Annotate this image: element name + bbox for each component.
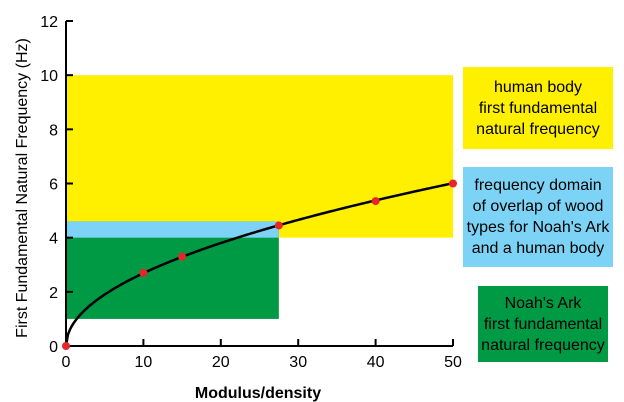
legend-line: first fundamental — [483, 315, 603, 333]
y-axis-label: First Fundamental Natural Frequency (Hz) — [14, 38, 31, 338]
y-tick-label: 2 — [49, 285, 58, 302]
legend-overlap-domain: frequency domain of overlap of wood type… — [463, 167, 613, 267]
y-tick-label: 4 — [49, 231, 58, 248]
shaded-region — [66, 75, 453, 238]
y-tick-label: 6 — [49, 177, 58, 194]
frequency-curve — [64, 181, 454, 347]
data-point — [371, 197, 380, 206]
legend-line: and a human body — [471, 240, 605, 257]
legend-line: frequency domain — [474, 177, 602, 194]
shaded-regions — [66, 75, 453, 319]
shaded-region — [66, 221, 279, 238]
legend-line: of overlap of wood — [472, 198, 604, 215]
data-point — [449, 179, 457, 188]
legend-line: natural frequency — [481, 336, 605, 354]
legend-line: natural frequency — [476, 120, 600, 138]
y-tick-label: 8 — [49, 122, 58, 139]
legend-line: first fundamental — [478, 99, 598, 117]
legend-line: human body — [493, 78, 583, 96]
x-tick-label: 10 — [135, 354, 153, 371]
data-point — [178, 252, 187, 261]
data-point — [139, 268, 148, 277]
x-tick-label: 20 — [212, 354, 230, 371]
x-axis-label: Modulus/density — [195, 385, 321, 402]
data-points — [62, 179, 457, 350]
x-tick-label: 50 — [444, 354, 462, 371]
legend-human-body: human body first fundamental natural fre… — [463, 67, 613, 149]
ticks: 0 10 20 30 40 50 0 2 4 6 8 10 12 — [40, 14, 462, 371]
y-tick-label: 12 — [40, 14, 58, 31]
y-tick-label: 10 — [40, 68, 58, 85]
y-tick-label: 0 — [49, 339, 58, 356]
data-point — [62, 342, 70, 350]
legend-line: Noah's Ark — [504, 294, 582, 312]
x-tick-label: 30 — [289, 354, 307, 371]
legend-noahs-ark: Noah's Ark first fundamental natural fre… — [478, 286, 608, 362]
x-tick-label: 40 — [367, 354, 385, 371]
legend-line: types for Noah's Ark — [466, 219, 610, 236]
x-tick-label: 0 — [62, 354, 71, 371]
data-point — [274, 221, 283, 230]
